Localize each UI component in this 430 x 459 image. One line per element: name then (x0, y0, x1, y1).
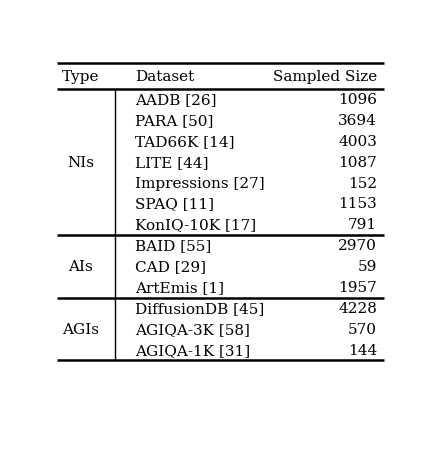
Text: 570: 570 (348, 322, 377, 336)
Text: 1087: 1087 (338, 155, 377, 169)
Text: 1096: 1096 (338, 93, 377, 107)
Text: 144: 144 (348, 343, 377, 357)
Text: AGIs: AGIs (62, 322, 99, 336)
Text: AADB [26]: AADB [26] (135, 93, 217, 107)
Text: AIs: AIs (68, 260, 93, 274)
Text: 1153: 1153 (338, 197, 377, 211)
Text: TAD66K [14]: TAD66K [14] (135, 134, 235, 148)
Text: AGIQA-1K [31]: AGIQA-1K [31] (135, 343, 251, 357)
Text: Dataset: Dataset (135, 70, 195, 84)
Text: 791: 791 (348, 218, 377, 232)
Text: KonIQ-10K [17]: KonIQ-10K [17] (135, 218, 257, 232)
Text: Impressions [27]: Impressions [27] (135, 176, 265, 190)
Text: 1957: 1957 (338, 280, 377, 294)
Text: DiffusionDB [45]: DiffusionDB [45] (135, 301, 264, 315)
Text: BAID [55]: BAID [55] (135, 239, 212, 253)
Text: NIs: NIs (67, 155, 94, 169)
Text: AGIQA-3K [58]: AGIQA-3K [58] (135, 322, 250, 336)
Text: Sampled Size: Sampled Size (273, 70, 377, 84)
Text: SPAQ [11]: SPAQ [11] (135, 197, 215, 211)
Text: ArtEmis [1]: ArtEmis [1] (135, 280, 224, 294)
Text: 3694: 3694 (338, 114, 377, 128)
Text: 152: 152 (348, 176, 377, 190)
Text: Type: Type (61, 70, 99, 84)
Text: CAD [29]: CAD [29] (135, 260, 206, 274)
Text: LITE [44]: LITE [44] (135, 155, 209, 169)
Text: 2970: 2970 (338, 239, 377, 253)
Text: 4003: 4003 (338, 134, 377, 148)
Text: PARA [50]: PARA [50] (135, 114, 214, 128)
Text: 59: 59 (358, 260, 377, 274)
Text: 4228: 4228 (338, 301, 377, 315)
